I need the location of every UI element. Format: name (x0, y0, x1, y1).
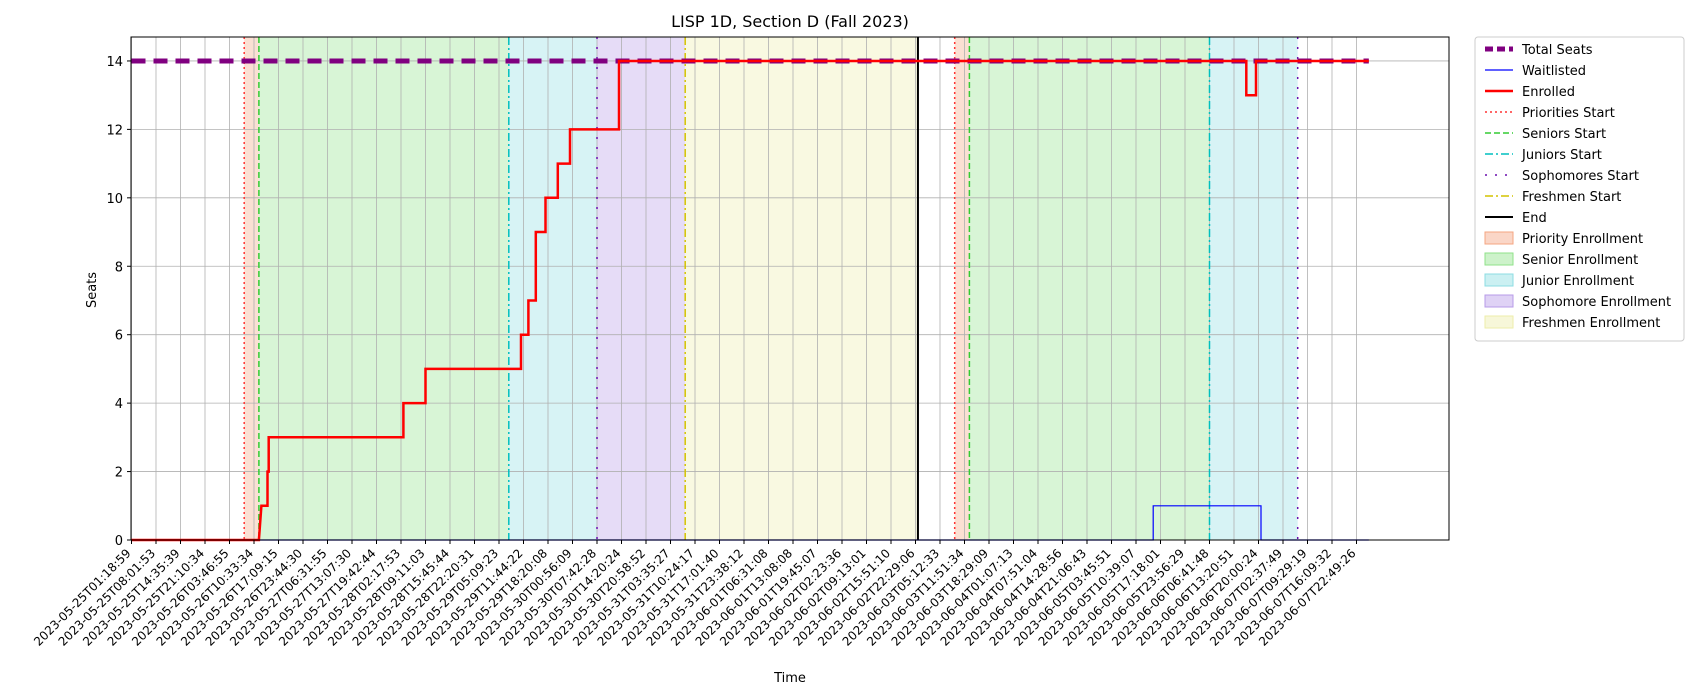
legend-label: Enrolled (1522, 85, 1575, 100)
legend-label: Senior Enrollment (1522, 253, 1638, 268)
grid-lines (131, 37, 1449, 541)
legend-label: Total Seats (1521, 43, 1593, 58)
plot-frame (130, 36, 1450, 541)
x-axis-ticks: 2023-05-25T01:18:592023-05-25T08:01:5320… (31, 540, 1359, 649)
band-senior-enrollment (258, 37, 509, 540)
y-axis-ticks: 0 2 4 6 8 10 12 14 (106, 55, 131, 549)
y-tick-label: 8 (115, 260, 123, 275)
legend: Total Seats Waitlisted Enrolled Priorities … (1474, 36, 1685, 342)
legend-swatch-junior-enrollment (1484, 273, 1514, 287)
y-tick-label: 6 (115, 329, 123, 344)
phase-start-lines (243, 37, 1299, 540)
band-priority-enrollment (954, 37, 970, 540)
y-tick-label: 10 (106, 192, 123, 207)
enrollment-bands (244, 37, 1298, 540)
y-tick-label: 14 (106, 55, 123, 70)
legend-box (1474, 36, 1685, 342)
legend-label: Junior Enrollment (1521, 274, 1634, 289)
x-axis-label: Time (773, 671, 806, 686)
band-freshmen-enrollment (685, 37, 918, 540)
legend-label: Freshmen Start (1522, 190, 1621, 205)
y-tick-label: 12 (106, 123, 123, 138)
legend-label: Waitlisted (1522, 64, 1586, 79)
band-sophomore-enrollment (597, 37, 686, 540)
y-tick-label: 2 (115, 466, 123, 481)
legend-label: Freshmen Enrollment (1522, 316, 1660, 331)
legend-swatch-priority-enrollment (1484, 231, 1514, 245)
band-senior-enrollment (969, 37, 1210, 540)
legend-label: Sophomores Start (1522, 169, 1639, 184)
y-tick-label: 0 (115, 534, 123, 549)
legend-label: Juniors Start (1521, 148, 1602, 163)
y-tick-label: 4 (115, 397, 123, 412)
band-junior-enrollment (1209, 37, 1298, 540)
legend-swatch-senior-enrollment (1484, 252, 1514, 266)
legend-label: Priorities Start (1522, 106, 1615, 121)
chart-title: LISP 1D, Section D (Fall 2023) (671, 12, 909, 31)
band-priority-enrollment (244, 37, 259, 540)
legend-swatch-sophomore-enrollment (1484, 294, 1514, 308)
legend-label: Seniors Start (1522, 127, 1606, 142)
band-junior-enrollment (508, 37, 597, 540)
legend-label: Sophomore Enrollment (1522, 295, 1671, 310)
legend-swatch-freshmen-enrollment (1484, 315, 1514, 329)
y-axis-label: Seats (85, 272, 100, 308)
legend-label: Priority Enrollment (1522, 232, 1643, 247)
legend-label: End (1522, 211, 1547, 226)
series-enrolled (131, 59, 1369, 542)
